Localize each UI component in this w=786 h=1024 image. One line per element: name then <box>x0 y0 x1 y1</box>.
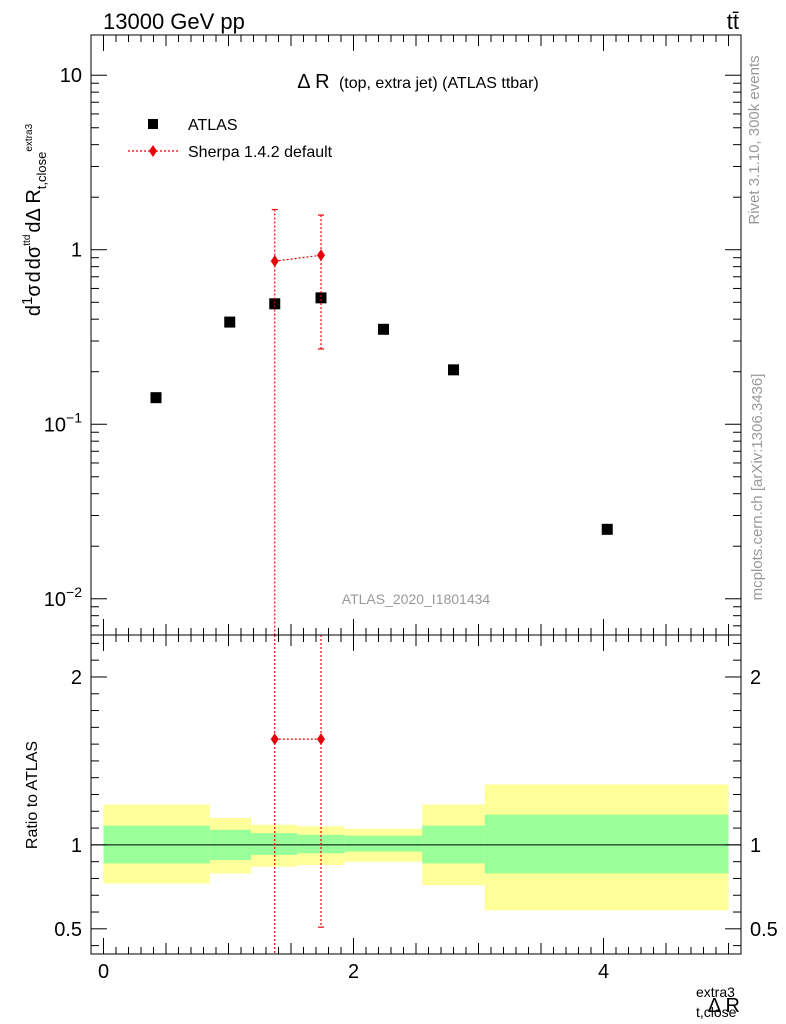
uncertainty-band-inner <box>484 814 729 874</box>
x-axis-label: Δ R <box>708 995 740 1017</box>
ratio-y-tick-label: 1 <box>71 835 82 857</box>
atlas-data-point <box>315 292 327 304</box>
atlas-data-point <box>224 316 236 328</box>
uncertainty-band-inner <box>251 833 298 855</box>
chart-title: Δ R (top, extra jet) (ATLAS ttbar) <box>297 71 538 93</box>
atlas-data-point <box>378 323 389 335</box>
mcplots-label: mcplots.cern.ch [arXiv:1306.3436] <box>749 374 766 601</box>
sherpa-data-point <box>270 255 279 268</box>
ratio-y-axis-label: Ratio to ATLAS <box>24 741 41 849</box>
sherpa-ratio-point <box>317 733 325 746</box>
legend-marker-sherpa <box>149 145 157 157</box>
y-tick-label: 1 <box>71 240 82 262</box>
x-tick-label: 0 <box>98 961 109 983</box>
atlas-data-point <box>601 523 613 535</box>
ratio-y-tick-label-right: 1 <box>750 835 761 857</box>
analysis-watermark: ATLAS_2020_I1801434 <box>342 591 491 607</box>
y-tick-label-base: 10 <box>44 414 66 436</box>
atlas-data-point <box>269 298 281 310</box>
legend: ATLAS Sherpa 1.4.2 default <box>128 117 333 161</box>
legend-label-atlas: ATLAS <box>188 117 238 134</box>
x-tick-label: 4 <box>598 961 609 983</box>
sherpa-data-point <box>317 249 325 262</box>
chart-title-sub: (top, extra jet) (ATLAS ttbar) <box>339 75 539 92</box>
svg-text:d1σddσttddΔ Rt,closeextra3: d1σddσttddΔ Rt,closeextra3 <box>19 123 49 316</box>
upper-y-axis-label: d1σddσttddΔ Rt,closeextra3 <box>19 123 49 316</box>
x-tick-label: 2 <box>348 961 359 983</box>
ratio-y-tick-label: 2 <box>71 667 82 689</box>
ratio-y-tick-label: 0.5 <box>54 919 82 941</box>
atlas-data-point <box>150 392 162 404</box>
legend-label-sherpa: Sherpa 1.4.2 default <box>188 144 333 161</box>
y-tick-label: 10 <box>60 65 82 87</box>
x-axis-label-sup: extra3 <box>696 984 735 1000</box>
chart-title-main: Δ R <box>297 71 329 93</box>
header-energy-label: 13000 GeV pp <box>103 9 245 34</box>
sherpa-line <box>274 254 322 262</box>
x-axis-label-main: Δ R <box>708 995 740 1017</box>
y-tick-label-base: 10 <box>44 589 66 611</box>
sherpa-ratio-point <box>270 733 279 746</box>
legend-marker-atlas <box>148 119 158 129</box>
atlas-data-point <box>448 364 459 376</box>
y-tick-label: 10−2 <box>44 584 82 611</box>
header-process-label: tt̄ <box>727 9 739 34</box>
y-tick-label-exp: −2 <box>66 584 82 600</box>
y-tick-label: 10−1 <box>44 409 82 436</box>
ratio-y-tick-label-right: 2 <box>750 667 761 689</box>
y-tick-label-exp: −1 <box>66 409 82 425</box>
uncertainty-band-inner <box>344 835 423 852</box>
rivet-version-label: Rivet 3.1.10, 300k events <box>746 55 763 224</box>
x-axis-label-sub: t,close <box>696 1004 737 1020</box>
ratio-y-tick-label-right: 0.5 <box>750 919 778 941</box>
